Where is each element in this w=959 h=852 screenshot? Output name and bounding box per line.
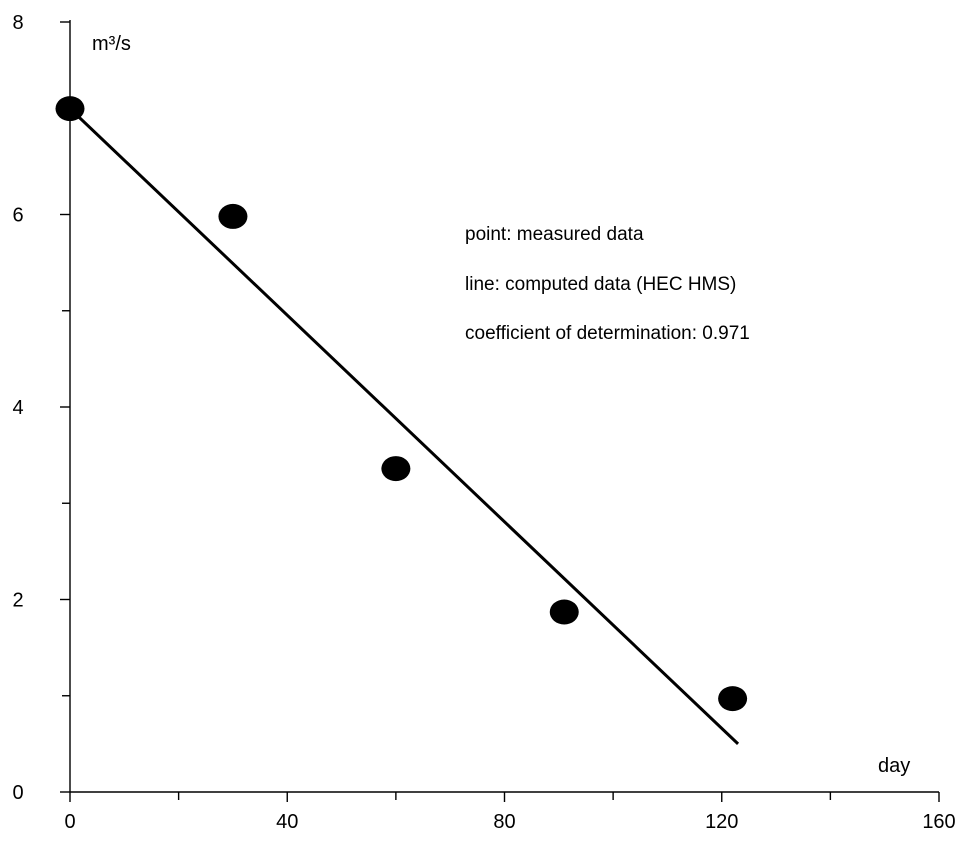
measured-point-3: [549, 599, 579, 625]
x-tick-label-80: 80: [493, 811, 515, 833]
y-tick-label-4: 4: [12, 397, 23, 419]
y-axis-label: m³/s: [92, 33, 131, 55]
x-tick-label-120: 120: [705, 811, 738, 833]
y-tick-label-2: 2: [12, 590, 23, 612]
annotation-points: point: measured data: [465, 224, 644, 245]
series-layer: [55, 96, 748, 745]
annotation-r2: coefficient of determination: 0.971: [465, 323, 750, 344]
computed-fit-line: [68, 107, 740, 745]
measured-point-4: [718, 686, 748, 712]
ticks-layer: 0 40 80 120 160 0 2 4 6 8: [12, 12, 955, 833]
x-tick-label-160: 160: [922, 811, 955, 833]
y-tick-label-6: 6: [12, 205, 23, 227]
y-tick-label-0: 0: [12, 782, 23, 804]
annotation-line: line: computed data (HEC HMS): [465, 274, 736, 295]
x-tick-label-0: 0: [64, 811, 75, 833]
measured-point-1: [218, 203, 248, 229]
x-axis-label: day: [878, 755, 910, 777]
measured-point-2: [381, 456, 411, 482]
x-tick-label-40: 40: [276, 811, 298, 833]
y-tick-label-8: 8: [12, 12, 23, 34]
